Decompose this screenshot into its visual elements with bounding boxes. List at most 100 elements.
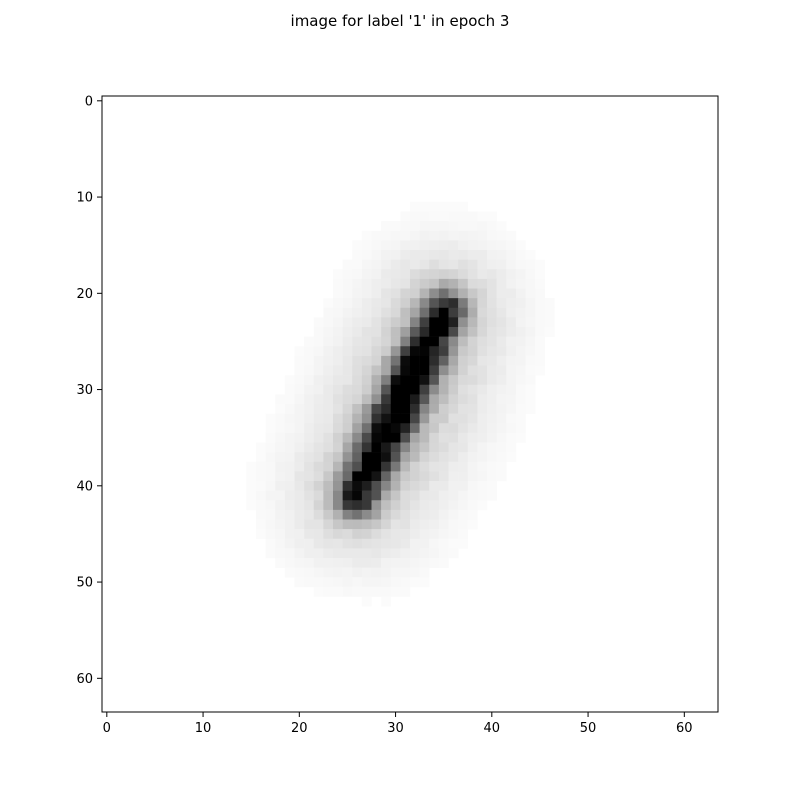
pixel bbox=[275, 452, 285, 462]
pixel bbox=[487, 260, 497, 270]
pixel bbox=[352, 269, 362, 279]
pixel bbox=[323, 404, 333, 414]
pixel bbox=[372, 269, 382, 279]
pixel bbox=[391, 298, 401, 308]
pixel bbox=[304, 539, 314, 549]
pixel bbox=[381, 337, 391, 347]
pixel bbox=[420, 491, 430, 501]
pixel bbox=[410, 308, 420, 318]
pixel bbox=[333, 366, 343, 376]
pixel bbox=[439, 317, 449, 327]
pixel bbox=[487, 404, 497, 414]
pixel bbox=[400, 375, 410, 385]
pixel bbox=[497, 423, 507, 433]
pixel bbox=[535, 346, 545, 356]
pixel bbox=[400, 404, 410, 414]
pixel bbox=[400, 558, 410, 568]
pixel bbox=[410, 317, 420, 327]
pixel bbox=[333, 510, 343, 520]
pixel bbox=[410, 568, 420, 578]
pixel bbox=[420, 221, 430, 231]
pixel bbox=[535, 260, 545, 270]
pixel bbox=[468, 394, 478, 404]
pixel bbox=[439, 260, 449, 270]
pixel bbox=[352, 327, 362, 337]
pixel bbox=[314, 346, 324, 356]
pixel bbox=[458, 394, 468, 404]
pixel bbox=[372, 356, 382, 366]
pixel bbox=[391, 346, 401, 356]
pixel bbox=[295, 520, 305, 530]
pixel bbox=[420, 250, 430, 260]
pixel bbox=[458, 260, 468, 270]
pixel bbox=[410, 471, 420, 481]
pixel bbox=[429, 394, 439, 404]
pixel bbox=[391, 221, 401, 231]
pixel bbox=[468, 298, 478, 308]
pixel bbox=[449, 250, 459, 260]
y-tick-label: 10 bbox=[76, 191, 93, 206]
pixel bbox=[295, 404, 305, 414]
pixel bbox=[516, 423, 526, 433]
pixel bbox=[526, 260, 536, 270]
pixel bbox=[352, 433, 362, 443]
pixel bbox=[410, 375, 420, 385]
pixel bbox=[343, 366, 353, 376]
pixel bbox=[391, 539, 401, 549]
pixel bbox=[458, 366, 468, 376]
pixel bbox=[352, 337, 362, 347]
pixel bbox=[400, 587, 410, 597]
pixel bbox=[295, 548, 305, 558]
x-tick-label: 10 bbox=[195, 721, 212, 736]
pixel bbox=[506, 240, 516, 250]
pixel bbox=[400, 212, 410, 222]
pixel bbox=[381, 269, 391, 279]
pixel bbox=[381, 500, 391, 510]
pixel bbox=[362, 520, 372, 530]
pixel bbox=[420, 443, 430, 453]
pixel bbox=[497, 346, 507, 356]
y-tick-label: 50 bbox=[76, 576, 93, 591]
pixel bbox=[391, 481, 401, 491]
pixel bbox=[497, 240, 507, 250]
pixel bbox=[314, 587, 324, 597]
pixel bbox=[352, 250, 362, 260]
pixel bbox=[266, 423, 276, 433]
pixel bbox=[362, 462, 372, 472]
pixel bbox=[487, 317, 497, 327]
x-tick-label: 20 bbox=[291, 721, 308, 736]
pixel bbox=[372, 337, 382, 347]
pixel bbox=[468, 366, 478, 376]
pixel bbox=[381, 414, 391, 424]
pixel bbox=[477, 414, 487, 424]
pixel bbox=[285, 568, 295, 578]
pixel bbox=[468, 433, 478, 443]
pixel bbox=[516, 385, 526, 395]
pixel bbox=[449, 221, 459, 231]
pixel bbox=[275, 558, 285, 568]
pixel bbox=[275, 394, 285, 404]
pixel bbox=[477, 298, 487, 308]
pixel bbox=[381, 587, 391, 597]
pixel bbox=[497, 375, 507, 385]
pixel bbox=[304, 356, 314, 366]
pixel bbox=[439, 289, 449, 299]
pixel bbox=[391, 577, 401, 587]
pixel bbox=[535, 356, 545, 366]
pixel bbox=[362, 250, 372, 260]
pixel bbox=[468, 375, 478, 385]
pixel bbox=[333, 327, 343, 337]
pixel bbox=[372, 366, 382, 376]
pixel bbox=[449, 289, 459, 299]
pixel bbox=[410, 250, 420, 260]
pixel bbox=[429, 404, 439, 414]
pixel bbox=[391, 289, 401, 299]
pixel bbox=[410, 202, 420, 212]
pixel bbox=[400, 471, 410, 481]
pixel bbox=[314, 423, 324, 433]
pixel bbox=[391, 308, 401, 318]
pixel bbox=[343, 414, 353, 424]
pixel bbox=[246, 462, 256, 472]
pixel bbox=[439, 433, 449, 443]
pixel bbox=[381, 289, 391, 299]
